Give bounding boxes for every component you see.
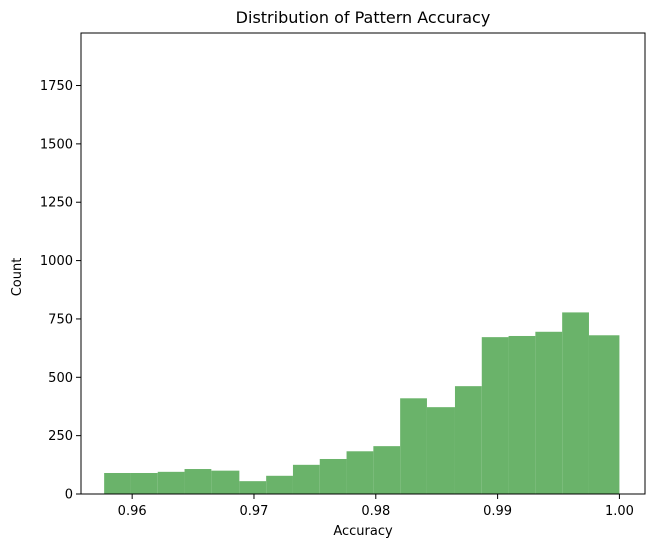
plot-frame [80,32,646,495]
histogram-bar [588,335,620,494]
histogram-bar [400,398,427,494]
histogram-bar [239,481,267,494]
axes-layer: 0.96 0.97 0.98 0.99 1.00 0 250 500 750 1000 1250 15… [40,32,646,519]
histogram-bar [508,335,536,494]
histogram-bar [535,331,563,494]
x-axis-label: Accuracy [333,524,393,539]
histogram-bar [184,469,212,494]
histogram-bar [346,451,374,494]
bars-layer [104,312,620,494]
y-tick-label: 0 [65,488,73,503]
y-tick-label: 1000 [40,254,73,269]
y-tick-label: 1500 [40,137,73,152]
x-tick-label: 0.98 [361,504,390,519]
histogram-bar [130,472,158,494]
histogram-bar [319,458,347,494]
x-tick-label: 1.00 [605,504,634,519]
chart-title: Distribution of Pattern Accuracy [236,8,491,27]
histogram-bar [211,470,240,494]
histogram-bar [266,475,293,494]
histogram-bar [454,386,482,494]
histogram-bar [562,312,589,494]
histogram-bar [481,337,509,494]
x-tick-label: 0.96 [118,504,147,519]
histogram-bar [157,471,185,494]
histogram-bar [373,446,401,494]
y-tick-label: 750 [48,312,73,327]
x-tick-label: 0.97 [239,504,268,519]
histogram-bar [292,464,320,494]
y-tick-label: 500 [48,371,73,386]
histogram-bar [426,407,455,494]
y-axis-label: Count [10,258,25,297]
x-tick-label: 0.99 [483,504,512,519]
histogram-bar [104,472,131,494]
y-tick-label: 1250 [40,196,73,211]
y-tick-label: 250 [48,429,73,444]
y-tick-label: 1750 [40,79,73,94]
